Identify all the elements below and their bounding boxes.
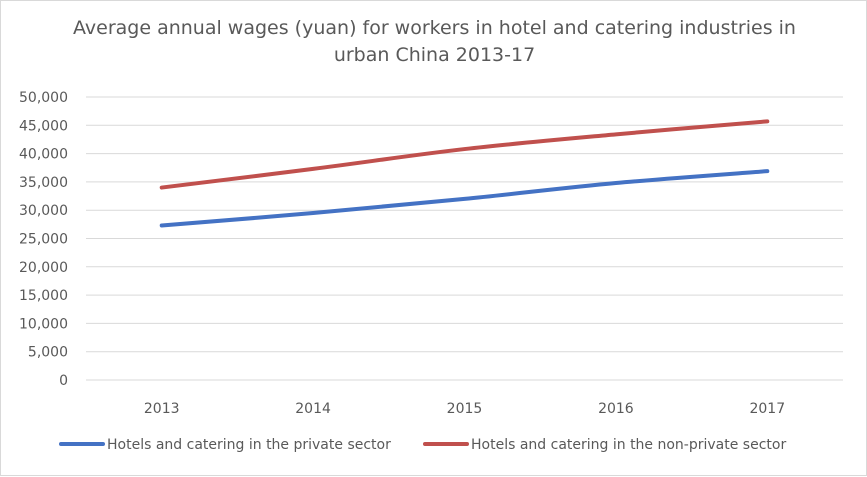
y-tick-label: 10,000	[19, 316, 68, 332]
series-line-1	[159, 169, 770, 228]
y-tick-label: 15,000	[19, 288, 68, 304]
series-line-2	[159, 119, 770, 190]
chart-title-line-1: Average annual wages (yuan) for workers …	[73, 17, 796, 39]
y-tick-label: 0	[59, 373, 68, 389]
chart-title-line-2: urban China 2013-17	[333, 44, 536, 66]
chart-title: Average annual wages (yuan) for workers …	[1, 15, 867, 69]
x-tick-label: 2015	[447, 401, 483, 417]
legend-label-1: Hotels and catering in the private secto…	[107, 437, 391, 453]
y-tick-label: 45,000	[19, 118, 68, 134]
y-tick-label: 35,000	[19, 175, 68, 191]
x-tick-label: 2017	[749, 401, 785, 417]
x-tick-label: 2013	[144, 401, 180, 417]
legend-label-2: Hotels and catering in the non-private s…	[471, 437, 786, 453]
y-tick-label: 50,000	[19, 90, 68, 106]
y-tick-label: 20,000	[19, 260, 68, 276]
y-tick-label: 25,000	[19, 232, 68, 248]
y-tick-label: 5,000	[28, 345, 68, 361]
y-tick-label: 30,000	[19, 203, 68, 219]
x-tick-label: 2016	[598, 401, 634, 417]
y-tick-label: 40,000	[19, 147, 68, 163]
x-tick-label: 2014	[295, 401, 331, 417]
